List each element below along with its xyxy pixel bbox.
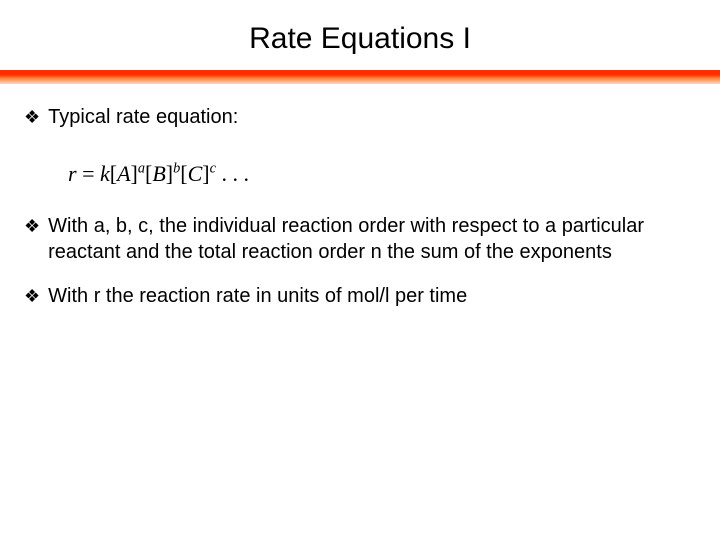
diamond-bullet-icon: ❖ [24,283,40,309]
eq-rbracket: ] [131,161,138,186]
slide-body: ❖ Typical rate equation: r = k[A]a[B]b[C… [0,84,720,309]
bullet-item: ❖ Typical rate equation: [24,104,696,130]
eq-rbracket: ] [202,161,209,186]
eq-B: B [152,161,165,186]
bullet-item: ❖ With r the reaction rate in units of m… [24,283,696,309]
bullet-text: Typical rate equation: [48,104,696,130]
bullet-text: With r the reaction rate in units of mol… [48,283,696,309]
rate-equation: r = k[A]a[B]b[C]c . . . [24,148,696,213]
slide-title: Rate Equations I [0,0,720,70]
eq-A: A [117,161,130,186]
bullet-text: With a, b, c, the individual reaction or… [48,213,696,265]
bullet-item: ❖ With a, b, c, the individual reaction … [24,213,696,265]
eq-lbracket: [ [180,161,187,186]
diamond-bullet-icon: ❖ [24,213,40,239]
eq-equals: = [77,161,100,186]
eq-C: C [188,161,203,186]
eq-r: r [68,161,77,186]
eq-lbracket: [ [110,161,117,186]
title-divider [0,70,720,84]
slide: Rate Equations I ❖ Typical rate equation… [0,0,720,540]
diamond-bullet-icon: ❖ [24,104,40,130]
eq-ellipsis: . . . [216,161,249,186]
eq-exp-a: a [138,161,145,177]
eq-k: k [100,161,110,186]
